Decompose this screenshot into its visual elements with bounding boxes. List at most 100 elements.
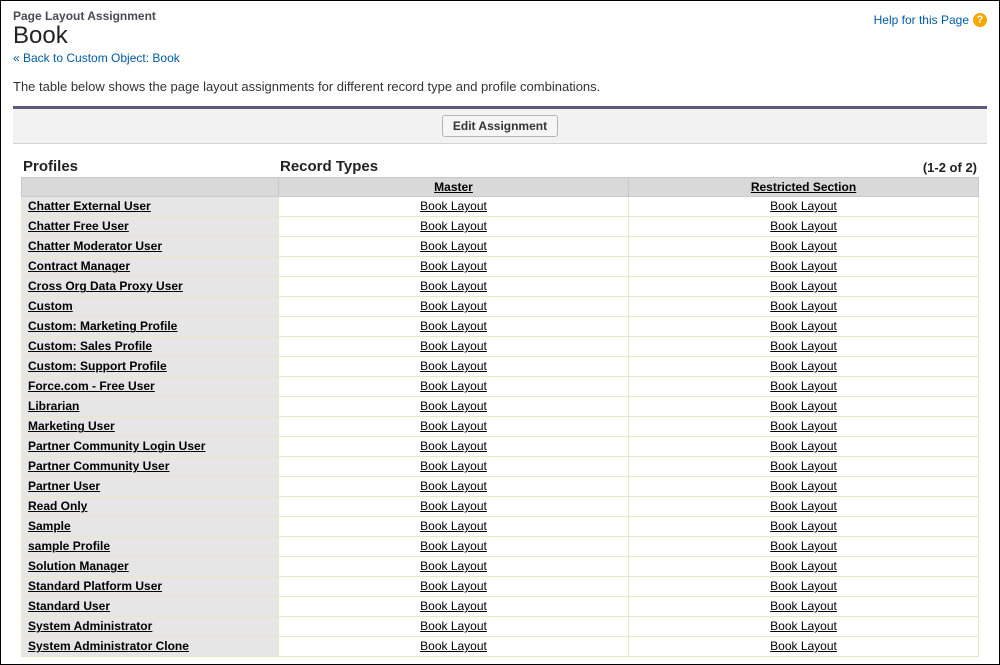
layout-cell[interactable]: Book Layout (629, 437, 979, 457)
layout-cell[interactable]: Book Layout (279, 237, 629, 257)
profile-link[interactable]: Partner User (28, 479, 100, 493)
layout-link[interactable]: Book Layout (770, 319, 837, 333)
layout-cell[interactable]: Book Layout (629, 377, 979, 397)
layout-cell[interactable]: Book Layout (629, 237, 979, 257)
profile-link[interactable]: sample Profile (28, 539, 110, 553)
layout-cell[interactable]: Book Layout (279, 337, 629, 357)
layout-cell[interactable]: Book Layout (279, 217, 629, 237)
layout-cell[interactable]: Book Layout (629, 457, 979, 477)
layout-link[interactable]: Book Layout (420, 639, 487, 653)
profile-link[interactable]: Marketing User (28, 419, 115, 433)
layout-cell[interactable]: Book Layout (629, 637, 979, 657)
profile-cell[interactable]: Partner Community Login User (22, 437, 279, 457)
profile-cell[interactable]: Read Only (22, 497, 279, 517)
profile-cell[interactable]: Solution Manager (22, 557, 279, 577)
layout-link[interactable]: Book Layout (770, 279, 837, 293)
profile-link[interactable]: Librarian (28, 399, 79, 413)
profile-cell[interactable]: System Administrator (22, 617, 279, 637)
layout-cell[interactable]: Book Layout (629, 397, 979, 417)
layout-link[interactable]: Book Layout (420, 459, 487, 473)
layout-link[interactable]: Book Layout (770, 239, 837, 253)
profile-cell[interactable]: Standard User (22, 597, 279, 617)
profile-cell[interactable]: Marketing User (22, 417, 279, 437)
layout-cell[interactable]: Book Layout (279, 377, 629, 397)
profile-cell[interactable]: Contract Manager (22, 257, 279, 277)
profile-cell[interactable]: Custom (22, 297, 279, 317)
layout-cell[interactable]: Book Layout (279, 637, 629, 657)
layout-link[interactable]: Book Layout (420, 339, 487, 353)
layout-cell[interactable]: Book Layout (629, 497, 979, 517)
layout-link[interactable]: Book Layout (770, 519, 837, 533)
layout-link[interactable]: Book Layout (770, 459, 837, 473)
layout-cell[interactable]: Book Layout (279, 577, 629, 597)
profile-cell[interactable]: Standard Platform User (22, 577, 279, 597)
layout-link[interactable]: Book Layout (420, 519, 487, 533)
layout-cell[interactable]: Book Layout (629, 257, 979, 277)
layout-cell[interactable]: Book Layout (629, 597, 979, 617)
profile-link[interactable]: Contract Manager (28, 259, 130, 273)
layout-cell[interactable]: Book Layout (279, 417, 629, 437)
layout-link[interactable]: Book Layout (770, 199, 837, 213)
profile-link[interactable]: Partner Community User (28, 459, 169, 473)
profile-cell[interactable]: Custom: Sales Profile (22, 337, 279, 357)
layout-cell[interactable]: Book Layout (629, 277, 979, 297)
layout-link[interactable]: Book Layout (420, 499, 487, 513)
layout-cell[interactable]: Book Layout (279, 457, 629, 477)
layout-link[interactable]: Book Layout (770, 619, 837, 633)
layout-link[interactable]: Book Layout (420, 359, 487, 373)
layout-link[interactable]: Book Layout (770, 219, 837, 233)
layout-cell[interactable]: Book Layout (629, 557, 979, 577)
profile-link[interactable]: Partner Community Login User (28, 439, 205, 453)
layout-link[interactable]: Book Layout (420, 539, 487, 553)
layout-link[interactable]: Book Layout (770, 479, 837, 493)
layout-cell[interactable]: Book Layout (279, 477, 629, 497)
profile-cell[interactable]: sample Profile (22, 537, 279, 557)
layout-link[interactable]: Book Layout (420, 559, 487, 573)
layout-link[interactable]: Book Layout (770, 419, 837, 433)
layout-link[interactable]: Book Layout (770, 339, 837, 353)
layout-cell[interactable]: Book Layout (629, 297, 979, 317)
profile-link[interactable]: Custom: Marketing Profile (28, 319, 177, 333)
profile-link[interactable]: Read Only (28, 499, 87, 513)
profile-link[interactable]: Custom: Sales Profile (28, 339, 152, 353)
layout-link[interactable]: Book Layout (770, 359, 837, 373)
layout-cell[interactable]: Book Layout (629, 337, 979, 357)
profile-link[interactable]: System Administrator Clone (28, 639, 189, 653)
layout-cell[interactable]: Book Layout (629, 417, 979, 437)
layout-cell[interactable]: Book Layout (279, 277, 629, 297)
record-type-header-restricted[interactable]: Restricted Section (629, 178, 979, 197)
layout-cell[interactable]: Book Layout (629, 217, 979, 237)
layout-cell[interactable]: Book Layout (279, 537, 629, 557)
layout-link[interactable]: Book Layout (770, 379, 837, 393)
layout-cell[interactable]: Book Layout (629, 197, 979, 217)
layout-link[interactable]: Book Layout (770, 439, 837, 453)
profile-link[interactable]: Custom: Support Profile (28, 359, 167, 373)
profile-link[interactable]: Standard Platform User (28, 579, 162, 593)
layout-cell[interactable]: Book Layout (279, 257, 629, 277)
profile-link[interactable]: Chatter Moderator User (28, 239, 162, 253)
layout-link[interactable]: Book Layout (770, 259, 837, 273)
layout-link[interactable]: Book Layout (420, 199, 487, 213)
profile-cell[interactable]: System Administrator Clone (22, 637, 279, 657)
layout-link[interactable]: Book Layout (420, 599, 487, 613)
layout-link[interactable]: Book Layout (420, 239, 487, 253)
profile-cell[interactable]: Force.com - Free User (22, 377, 279, 397)
profile-link[interactable]: Standard User (28, 599, 110, 613)
profile-cell[interactable]: Custom: Marketing Profile (22, 317, 279, 337)
layout-cell[interactable]: Book Layout (629, 317, 979, 337)
layout-cell[interactable]: Book Layout (279, 317, 629, 337)
profile-link[interactable]: Force.com - Free User (28, 379, 155, 393)
layout-link[interactable]: Book Layout (770, 399, 837, 413)
layout-cell[interactable]: Book Layout (279, 357, 629, 377)
profile-link[interactable]: Cross Org Data Proxy User (28, 279, 183, 293)
layout-link[interactable]: Book Layout (420, 279, 487, 293)
profile-link[interactable]: Chatter Free User (28, 219, 129, 233)
profile-link[interactable]: Sample (28, 519, 71, 533)
back-link[interactable]: « Back to Custom Object: Book (13, 51, 180, 65)
profile-cell[interactable]: Chatter Free User (22, 217, 279, 237)
layout-link[interactable]: Book Layout (420, 319, 487, 333)
layout-link[interactable]: Book Layout (420, 579, 487, 593)
edit-assignment-button[interactable]: Edit Assignment (442, 115, 558, 137)
profile-cell[interactable]: Partner Community User (22, 457, 279, 477)
layout-cell[interactable]: Book Layout (629, 617, 979, 637)
